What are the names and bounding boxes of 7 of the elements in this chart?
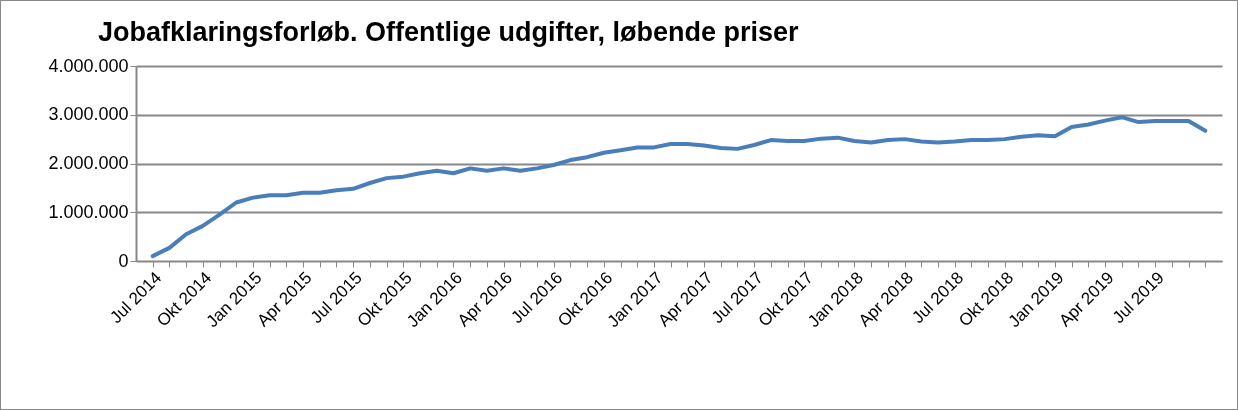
y-tick-label: 4.000.000	[48, 55, 129, 76]
y-tick-label: 2.000.000	[48, 153, 129, 173]
y-tick-label: 1.000.000	[48, 201, 129, 222]
y-tick-label: 3.000.000	[48, 104, 129, 125]
chart-title: Jobafklaringsforløb. Offentlige udgifter, løbende priser	[97, 17, 799, 47]
y-tick-label: 0	[118, 250, 129, 271]
line-series	[150, 115, 1208, 259]
